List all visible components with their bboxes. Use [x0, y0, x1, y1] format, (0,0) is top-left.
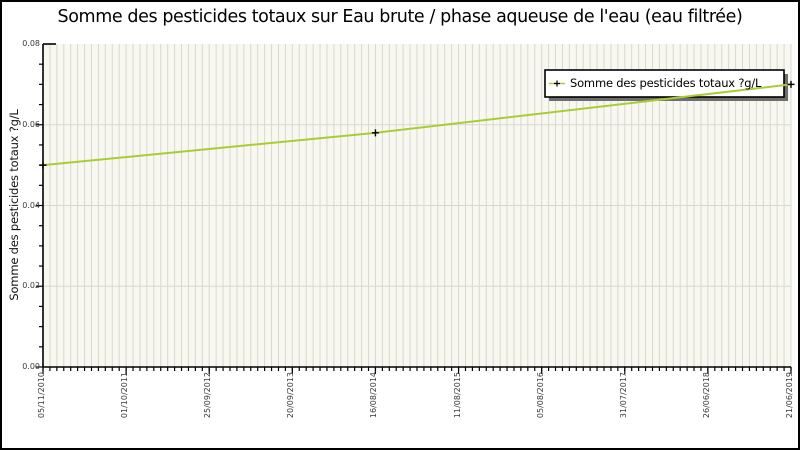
x-tick-label: 11/08/2015	[452, 372, 462, 419]
y-tick-label: 0.02	[22, 281, 40, 291]
x-tick-label: 31/07/2017	[618, 372, 628, 419]
x-tick-label: 05/08/2016	[535, 372, 545, 419]
x-tick-label: 05/11/2010	[37, 372, 46, 419]
x-tick-label: 25/09/2012	[203, 372, 213, 419]
y-tick-label: 0.04	[22, 200, 40, 210]
x-tick-label: 16/08/2014	[369, 372, 379, 419]
legend-series-marker-icon	[549, 80, 565, 87]
y-tick-label: 0.06	[22, 119, 40, 129]
y-tick-label: 0.00	[22, 362, 40, 371]
chart-title: Somme des pesticides totaux sur Eau brut…	[57, 7, 743, 27]
legend-box	[544, 69, 785, 98]
y-ticks	[36, 63, 43, 368]
x-tick-label: 26/06/2018	[701, 372, 711, 419]
data-point-markers	[39, 80, 795, 169]
x-tick-label: 21/06/2019	[785, 372, 794, 419]
x-ticks	[42, 367, 792, 374]
x-tick-label: 01/10/2011	[120, 372, 130, 419]
legend-label: Somme des pesticides totaux ?g/L	[570, 76, 762, 90]
x-tick-label: 20/09/2013	[286, 372, 296, 419]
y-tick-label: 0.08	[22, 39, 40, 48]
horizontal-gridlines	[43, 124, 791, 287]
